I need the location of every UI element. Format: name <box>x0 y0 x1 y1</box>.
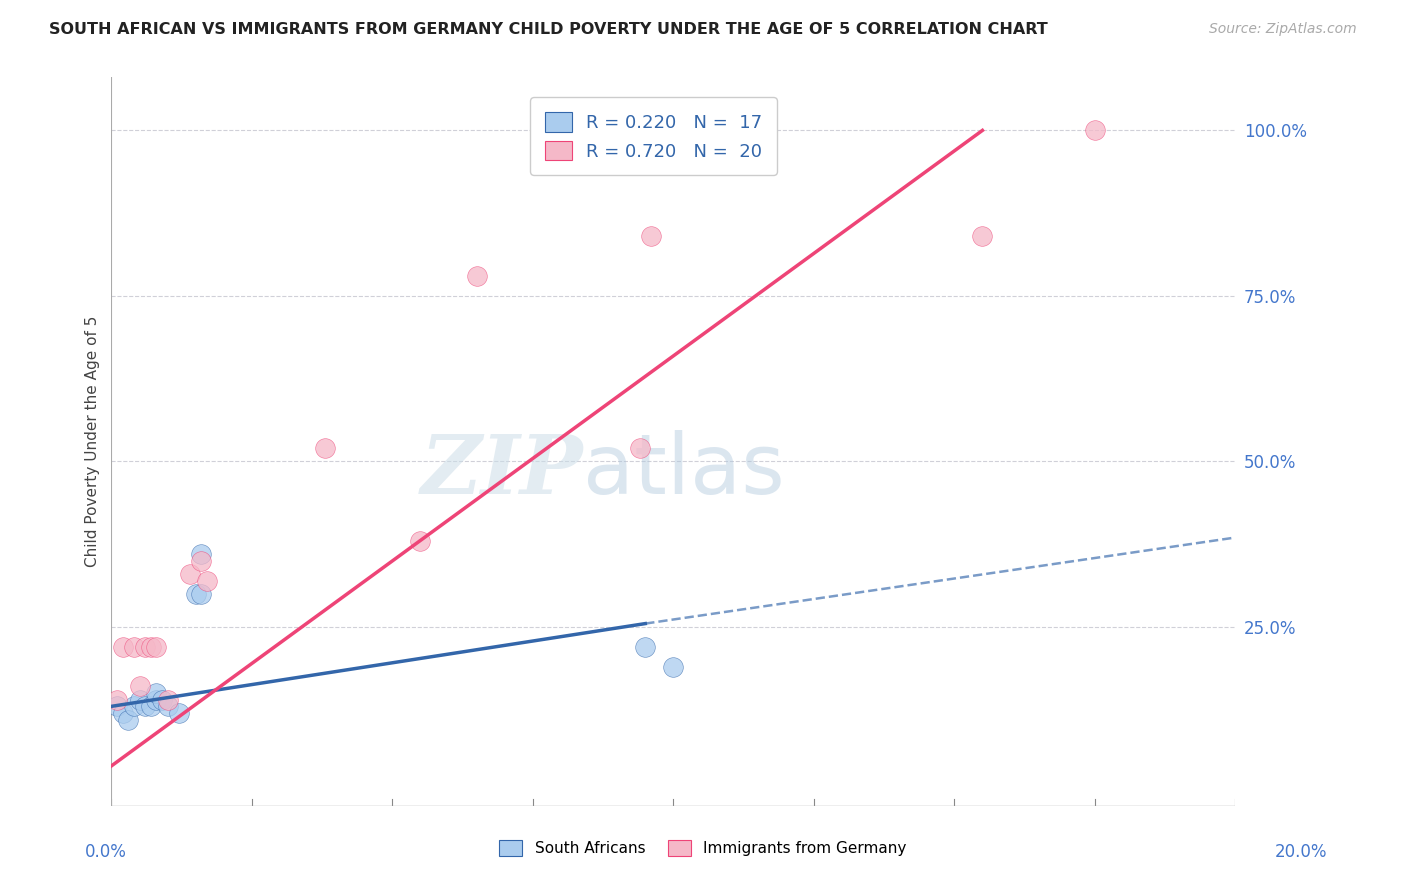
Text: 20.0%: 20.0% <box>1274 843 1327 861</box>
Point <box>195 574 218 588</box>
Point <box>634 640 657 654</box>
Legend: R = 0.220   N =  17, R = 0.720   N =  20: R = 0.220 N = 17, R = 0.720 N = 20 <box>530 97 776 175</box>
Point <box>105 699 128 714</box>
Point <box>651 123 673 137</box>
Point <box>122 699 145 714</box>
Text: 0.0%: 0.0% <box>84 843 127 861</box>
Point <box>640 229 662 244</box>
Point <box>156 692 179 706</box>
Point <box>128 680 150 694</box>
Point <box>139 640 162 654</box>
Text: atlas: atlas <box>583 430 785 511</box>
Point <box>190 587 212 601</box>
Point <box>662 659 685 673</box>
Point <box>111 640 134 654</box>
Point <box>145 640 167 654</box>
Point <box>145 692 167 706</box>
Text: Source: ZipAtlas.com: Source: ZipAtlas.com <box>1209 22 1357 37</box>
Point <box>134 640 156 654</box>
Point <box>139 699 162 714</box>
Point <box>134 699 156 714</box>
Point <box>465 268 488 283</box>
Point <box>662 123 685 137</box>
Point <box>972 229 994 244</box>
Point <box>184 587 207 601</box>
Point <box>111 706 134 720</box>
Point <box>628 441 651 455</box>
Point <box>117 713 139 727</box>
Point <box>179 566 201 581</box>
Legend: South Africans, Immigrants from Germany: South Africans, Immigrants from Germany <box>494 834 912 862</box>
Point <box>409 533 432 548</box>
Point <box>190 554 212 568</box>
Point <box>150 692 173 706</box>
Point <box>122 640 145 654</box>
Y-axis label: Child Poverty Under the Age of 5: Child Poverty Under the Age of 5 <box>86 316 100 567</box>
Point <box>145 686 167 700</box>
Text: ZIP: ZIP <box>420 431 583 510</box>
Point <box>167 706 190 720</box>
Point <box>128 692 150 706</box>
Point <box>156 699 179 714</box>
Text: SOUTH AFRICAN VS IMMIGRANTS FROM GERMANY CHILD POVERTY UNDER THE AGE OF 5 CORREL: SOUTH AFRICAN VS IMMIGRANTS FROM GERMANY… <box>49 22 1047 37</box>
Point <box>190 547 212 561</box>
Point <box>105 692 128 706</box>
Point <box>1084 123 1107 137</box>
Point <box>314 441 336 455</box>
